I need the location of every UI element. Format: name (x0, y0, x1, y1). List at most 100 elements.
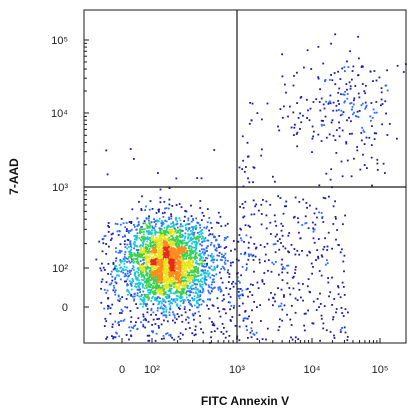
data-point (126, 284, 129, 287)
data-point (163, 284, 166, 286)
data-point (181, 245, 183, 248)
data-point (174, 227, 176, 230)
data-point (143, 256, 146, 259)
data-point (141, 252, 143, 255)
data-point (171, 302, 174, 305)
data-point (166, 242, 168, 244)
data-point (186, 269, 188, 272)
data-point (224, 252, 227, 255)
data-point (272, 243, 275, 246)
data-point (195, 246, 198, 248)
data-point (289, 293, 292, 296)
data-point (167, 224, 170, 227)
data-point (342, 260, 345, 263)
data-point (287, 250, 289, 253)
data-point (179, 304, 182, 307)
data-point (195, 228, 197, 231)
data-point (173, 314, 176, 317)
data-point (339, 331, 342, 333)
data-point (242, 302, 244, 305)
data-point (315, 309, 318, 311)
data-point (212, 255, 215, 258)
data-point (138, 279, 140, 282)
data-point (165, 274, 167, 277)
data-point (154, 225, 157, 228)
data-point (297, 282, 300, 285)
data-point (152, 303, 155, 306)
data-point (343, 93, 346, 96)
data-point (147, 294, 149, 296)
data-point (169, 241, 172, 244)
data-point (157, 258, 159, 261)
data-point (192, 291, 195, 294)
data-point (312, 228, 315, 231)
data-point (149, 262, 152, 265)
data-point (330, 121, 333, 124)
data-point (158, 246, 161, 249)
data-point (166, 259, 169, 262)
data-point (124, 273, 127, 276)
data-point (177, 295, 180, 298)
y-tick-label: 10⁵ (51, 35, 68, 47)
data-point (141, 264, 144, 267)
data-point (141, 283, 144, 285)
data-point (328, 101, 330, 104)
data-point (142, 279, 145, 281)
data-point (195, 238, 198, 240)
data-point (129, 261, 132, 264)
data-point (195, 236, 198, 239)
data-point (347, 66, 350, 68)
data-point (323, 107, 326, 110)
data-point (296, 131, 299, 134)
data-point (129, 243, 132, 246)
data-point (128, 292, 131, 295)
data-point (285, 200, 288, 203)
data-point (116, 332, 118, 335)
data-point (143, 287, 146, 290)
data-point (246, 329, 248, 331)
data-point (177, 230, 180, 232)
data-point (110, 270, 113, 273)
data-point (161, 256, 163, 259)
data-point (303, 312, 306, 315)
data-point (204, 275, 206, 277)
data-point (136, 253, 139, 256)
data-point (163, 319, 165, 322)
data-point (346, 97, 349, 100)
data-point (140, 250, 143, 253)
data-point (343, 270, 345, 273)
data-point (281, 279, 284, 281)
data-point (156, 309, 159, 312)
data-point (106, 289, 109, 292)
data-point (350, 102, 353, 104)
data-point (178, 203, 181, 205)
data-point (172, 244, 175, 247)
data-point (217, 286, 220, 289)
data-point (298, 288, 301, 291)
data-point (190, 288, 193, 291)
data-point (103, 307, 106, 310)
data-point (323, 246, 326, 248)
data-point (136, 292, 139, 295)
data-point (162, 300, 165, 302)
data-point (302, 283, 304, 285)
data-point (149, 200, 152, 202)
data-point (326, 249, 329, 251)
data-point (168, 334, 171, 337)
data-point (120, 250, 123, 253)
data-point (166, 320, 169, 323)
data-point (151, 260, 154, 263)
data-point (188, 301, 190, 304)
data-point (191, 246, 194, 249)
data-point (144, 281, 146, 283)
data-point (156, 281, 159, 284)
data-point (173, 261, 176, 264)
data-point (168, 314, 171, 316)
data-point (202, 215, 205, 217)
data-point (148, 260, 151, 263)
data-point (156, 241, 158, 243)
data-point (210, 227, 213, 229)
data-point (149, 255, 152, 257)
data-point (361, 126, 364, 129)
data-point (148, 229, 150, 232)
